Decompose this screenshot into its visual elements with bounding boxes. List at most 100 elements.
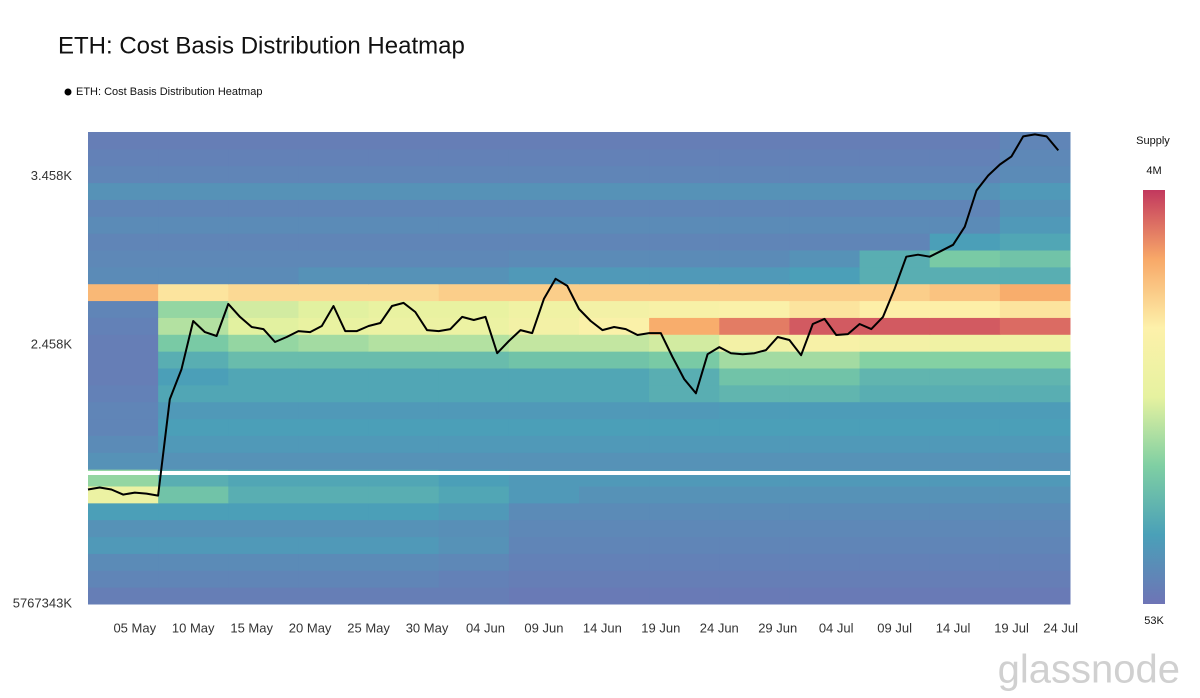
heatmap-cell (719, 435, 790, 453)
x-tick-label: 24 Jul (1043, 620, 1078, 635)
heatmap-cell (438, 418, 510, 436)
heatmap-cell (789, 250, 861, 268)
colorbar-title: Supply (1136, 135, 1170, 147)
heatmap-cell (88, 233, 159, 251)
y-tick-label: 3.458K (31, 168, 73, 183)
heatmap-cell (999, 435, 1071, 453)
colorbar (1143, 190, 1165, 604)
heatmap-cell (579, 148, 650, 167)
highlight-band (88, 471, 1070, 475)
heatmap-cell (649, 300, 720, 318)
x-tick-label: 09 Jun (524, 620, 563, 635)
heatmap-cell (999, 266, 1071, 285)
heatmap-cell (228, 519, 299, 538)
heatmap-cell (649, 317, 720, 335)
heatmap-cell (579, 165, 650, 184)
heatmap-cell (929, 486, 1001, 504)
heatmap-cell (929, 132, 1001, 150)
heatmap-cell (649, 351, 720, 369)
heatmap-cell (859, 132, 931, 150)
heatmap-cell (999, 384, 1071, 403)
heatmap-cell (88, 148, 159, 167)
heatmap-cell (228, 250, 299, 268)
heatmap-cell (789, 587, 861, 605)
heatmap-cell (859, 148, 931, 167)
heatmap-cell (929, 334, 1001, 352)
heatmap-cell (579, 502, 650, 521)
heatmap-cell (158, 452, 229, 470)
heatmap-cell (368, 536, 440, 554)
heatmap-cell (298, 182, 370, 200)
heatmap-cell (999, 300, 1071, 318)
heatmap-cell (929, 435, 1001, 453)
heatmap-cell (508, 334, 580, 352)
heatmap-cell (579, 182, 650, 200)
heatmap-cell (88, 553, 159, 571)
heatmap-cell (228, 199, 299, 217)
heatmap-cell (298, 300, 370, 318)
heatmap-cell (438, 368, 510, 386)
heatmap-cell (789, 452, 861, 470)
heatmap-cell (438, 216, 510, 234)
heatmap-cell (158, 216, 229, 234)
heatmap-cell (649, 486, 720, 504)
heatmap-cell (228, 384, 299, 403)
heatmap-cell (579, 233, 650, 251)
heatmap-cell (438, 283, 510, 302)
overlay: 3.458K 2.458K 5767343K 05 May 10 May 15 May 20… (13, 133, 1078, 635)
heatmap-cell (368, 132, 440, 150)
heatmap-cell (88, 351, 159, 369)
heatmap-cell (859, 368, 931, 386)
heatmap-cell (368, 233, 440, 251)
heatmap-cell (859, 283, 931, 302)
heatmap-cell (508, 452, 580, 470)
heatmap-cell (228, 502, 299, 521)
heatmap-cell (88, 165, 159, 184)
heatmap-cell (88, 502, 159, 521)
heatmap-cell (859, 553, 931, 571)
heatmap-cell (88, 250, 159, 268)
heatmap-cell (508, 368, 580, 386)
heatmap-cell (929, 452, 1001, 470)
heatmap-cell (789, 351, 861, 369)
heatmap-cell (438, 250, 510, 268)
heatmap-cell (508, 519, 580, 538)
heatmap-cell (929, 266, 1001, 285)
heatmap-cell (438, 384, 510, 403)
heatmap-cell (789, 317, 861, 335)
heatmap-cell (999, 283, 1071, 302)
heatmap-cell (719, 502, 790, 521)
heatmap-cell (649, 536, 720, 554)
heatmap-cell (368, 519, 440, 538)
heatmap-cell (859, 570, 931, 588)
heatmap-cell (649, 401, 720, 420)
heatmap-cell (649, 199, 720, 217)
heatmap-cell (158, 486, 229, 504)
heatmap-cell (579, 553, 650, 571)
heatmap-cell (228, 570, 299, 588)
heatmap-cell (719, 587, 790, 605)
heatmap-cell (298, 165, 370, 184)
heatmap-cell (88, 519, 159, 538)
heatmap-cell (999, 401, 1071, 420)
heatmap-cell (649, 435, 720, 453)
heatmap-cell (298, 216, 370, 234)
price-line (87, 133, 1060, 497)
heatmap-cell (158, 502, 229, 521)
heatmap-cell (438, 570, 510, 588)
heatmap-cell (368, 368, 440, 386)
heatmap-cell (789, 384, 861, 403)
heatmap-cell (508, 300, 580, 318)
heatmap-cell (298, 570, 370, 588)
heatmap-cell (368, 216, 440, 234)
heatmap-cell (88, 216, 159, 234)
heatmap-cell (579, 536, 650, 554)
heatmap-cell (929, 300, 1001, 318)
heatmap-cell (859, 418, 931, 436)
heatmap-cell (298, 435, 370, 453)
heatmap-cell (158, 266, 229, 285)
heatmap-cell (158, 418, 229, 436)
heatmap-cell (228, 216, 299, 234)
heatmap-cell (859, 250, 931, 268)
heatmap-cell (368, 435, 440, 453)
